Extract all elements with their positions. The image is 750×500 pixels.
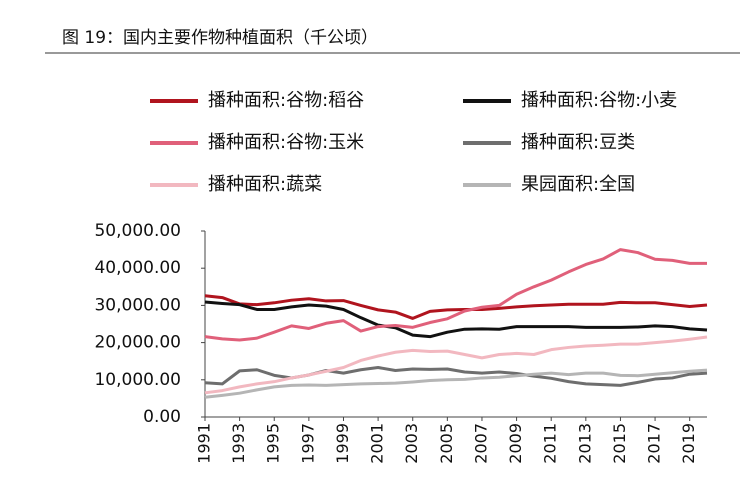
legend-label: 果园面积:全国 — [521, 174, 635, 195]
x-tick-label: 2011 — [541, 423, 560, 464]
line-series — [204, 368, 708, 399]
x-tick-label: 1999 — [333, 423, 352, 464]
line-series — [204, 294, 708, 320]
legend-label: 播种面积:谷物:小麦 — [521, 90, 677, 111]
x-tick-label: 2003 — [402, 423, 421, 464]
x-tick-label: 2001 — [368, 423, 387, 464]
y-tick-label: 30,000.00 — [94, 295, 181, 315]
legend-label: 播种面积:蔬菜 — [208, 174, 322, 195]
y-tick-label: 50,000.00 — [94, 221, 181, 241]
y-tick-label: 40,000.00 — [94, 258, 181, 278]
x-tick-label: 2015 — [610, 423, 629, 464]
x-tick-label: 1997 — [298, 423, 317, 464]
x-tick-label: 2019 — [679, 423, 698, 464]
x-tick-label: 1993 — [229, 423, 248, 464]
legend-label: 播种面积:谷物:稻谷 — [208, 90, 364, 111]
x-tick-label: 2005 — [437, 423, 456, 464]
y-tick-label: 20,000.00 — [94, 333, 181, 353]
x-tick-label: 2007 — [471, 423, 490, 464]
x-tick-label: 1995 — [264, 423, 283, 464]
line-series — [204, 300, 708, 339]
x-tick-label: 2013 — [575, 423, 594, 464]
legend-label: 播种面积:豆类 — [521, 132, 635, 153]
x-tick-label: 2017 — [645, 423, 664, 464]
x-tick-label: 2009 — [506, 423, 525, 464]
chart-title: 图 19：国内主要作物种植面积（千公顷） — [62, 28, 378, 48]
line-series — [204, 335, 708, 395]
line-series — [204, 248, 707, 342]
legend-label: 播种面积:谷物:玉米 — [208, 132, 364, 153]
x-tick-label: 1991 — [195, 423, 214, 464]
y-tick-label: 10,000.00 — [94, 370, 181, 390]
y-tick-label: 0.00 — [143, 407, 181, 427]
